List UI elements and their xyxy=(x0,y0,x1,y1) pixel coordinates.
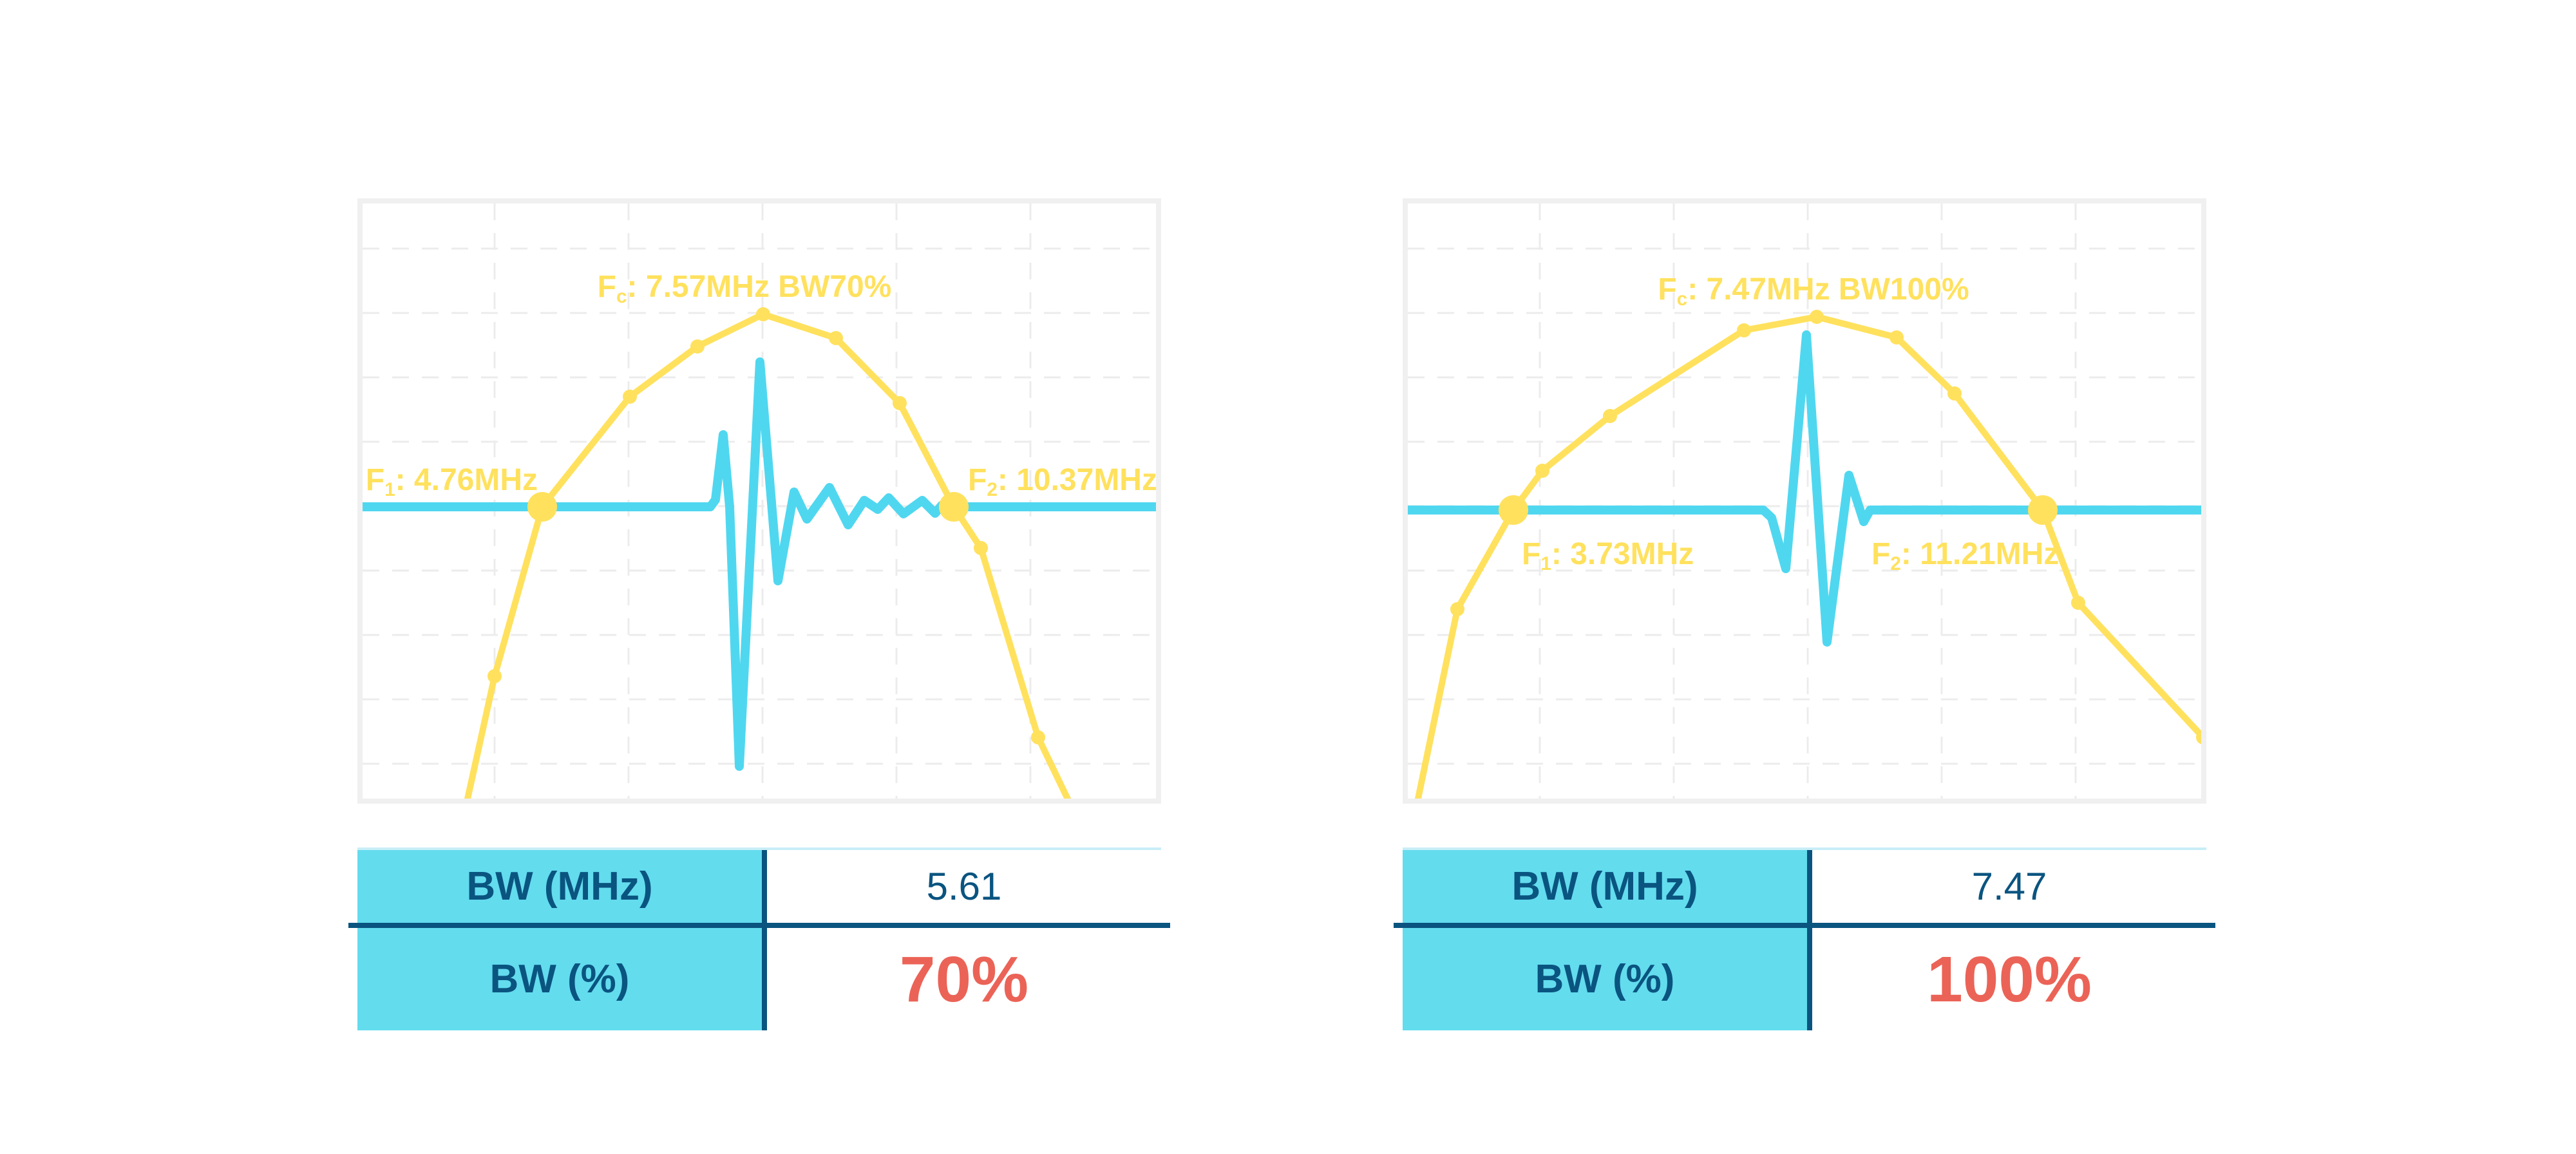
f2-text: : 11.21MHz xyxy=(1900,537,2060,571)
fc-text: : 7.47MHz BW100% xyxy=(1687,272,1969,307)
f1-subscript: 1 xyxy=(384,478,395,500)
table-column-divider xyxy=(762,850,767,1030)
f1-text: : 3.73MHz xyxy=(1551,537,1694,571)
fc-symbol: F xyxy=(1658,272,1677,307)
table-top-border xyxy=(1403,847,2206,850)
f2-text: : 10.37MHz xyxy=(997,463,1157,497)
table-row-divider xyxy=(348,923,1170,928)
f1-symbol: F xyxy=(365,463,385,497)
spectrum-chart-left: Fc: 7.57MHz BW70% F1: 4.76MHz F2: 10.37M… xyxy=(357,198,1161,804)
f1-subscript: 1 xyxy=(1540,553,1551,574)
f1-symbol: F xyxy=(1522,537,1541,571)
chart-plot-right xyxy=(1408,203,2201,799)
fc-text: : 7.57MHz BW70% xyxy=(627,270,892,304)
bw-table-right: BW (MHz) 7.47 BW (%) 100% xyxy=(1394,847,2215,1030)
chart-plot-left xyxy=(363,203,1156,799)
table-label-column xyxy=(1403,850,1807,1030)
f2-subscript: 2 xyxy=(987,478,998,500)
f2-symbol: F xyxy=(968,463,987,497)
f2-subscript: 2 xyxy=(1890,553,1901,574)
f1-annotation: F1: 4.76MHz xyxy=(365,463,538,500)
fc-annotation: Fc: 7.47MHz BW100% xyxy=(1658,272,1969,310)
bw-percent-value: 100% xyxy=(1927,943,2092,1016)
spectrum-chart-right: Fc: 7.47MHz BW100% F1: 3.73MHz F2: 11.21… xyxy=(1403,198,2206,804)
table-row-divider xyxy=(1394,923,2215,928)
fc-symbol: F xyxy=(597,270,617,304)
table-top-border xyxy=(357,847,1161,850)
f1-text: : 4.76MHz xyxy=(395,463,538,497)
bw-mhz-label: BW (MHz) xyxy=(466,864,653,909)
bw-percent-label: BW (%) xyxy=(1535,956,1675,1001)
bw-mhz-value: 7.47 xyxy=(1971,864,2047,908)
bw-percent-value: 70% xyxy=(899,943,1029,1016)
table-label-column xyxy=(357,850,762,1030)
f2-symbol: F xyxy=(1871,537,1891,571)
fc-subscript: c xyxy=(616,285,627,307)
fc-annotation: Fc: 7.57MHz BW70% xyxy=(597,270,892,307)
bw-percent-label: BW (%) xyxy=(489,956,630,1001)
table-column-divider xyxy=(1807,850,1812,1030)
bw-mhz-value: 5.61 xyxy=(926,864,1002,908)
bw-table-left: BW (MHz) 5.61 BW (%) 70% xyxy=(348,847,1170,1030)
f2-annotation: F2: 11.21MHz xyxy=(1871,537,2060,574)
fc-subscript: c xyxy=(1676,288,1688,310)
f1-annotation: F1: 3.73MHz xyxy=(1522,537,1694,574)
bw-mhz-label: BW (MHz) xyxy=(1511,864,1698,909)
f2-annotation: F2: 10.37MHz xyxy=(968,463,1157,500)
